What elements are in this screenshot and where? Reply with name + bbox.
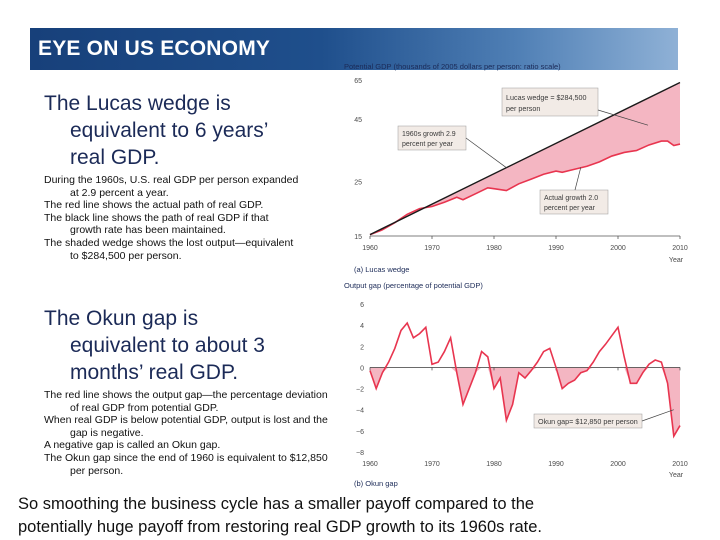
x-tick-label: 1990	[548, 461, 564, 468]
actual-growth-annotation-box	[539, 189, 609, 215]
x-tick-label: 1960	[362, 245, 378, 252]
heading-line: months’ real GDP.	[70, 361, 239, 384]
footer-line: potentially huge payoff from restoring r…	[18, 518, 543, 536]
x-tick-label: 1960	[362, 461, 378, 468]
x-tick-label: 1970	[424, 461, 440, 468]
x-tick-label: 2000	[610, 245, 626, 252]
x-tick-label: 1990	[548, 245, 564, 252]
potential-gdp-line	[369, 81, 681, 236]
heading-line: The Okun gap is	[44, 307, 199, 330]
title-banner: EYE ON US ECONOMY	[30, 28, 678, 70]
actual-gdp-line	[369, 140, 681, 236]
bullet-text: The red line shows the output gap—the pe…	[44, 389, 328, 414]
conclusion-text: So smoothing the business cycle has a sm…	[18, 493, 718, 539]
x-tick-label: 2000	[610, 461, 626, 468]
annotation-pointer	[574, 167, 582, 191]
x-axis-label: Year	[669, 472, 684, 479]
okun-gap-chart: Output gap (percentage of potential GDP)…	[344, 281, 688, 488]
bullet-text: A negative gap is called an Okun gap.	[44, 439, 221, 452]
annotation-text: percent per year	[402, 141, 454, 148]
y-tick-label: −6	[356, 429, 364, 436]
y-tick-label: −4	[356, 408, 364, 415]
y-tick-label: −2	[356, 387, 364, 394]
footer-line: So smoothing the business cycle has a sm…	[18, 495, 535, 513]
x-tick-label: 1980	[486, 461, 502, 468]
x-tick-label: 2010	[672, 245, 688, 252]
bullet-text: The shaded wedge shows the lost output—e…	[44, 236, 294, 262]
lucas-wedge-bullets: During the 1960s, U.S. real GDP per pers…	[44, 174, 302, 262]
annotation-text: Okun gap= $12,850 per person	[538, 417, 638, 426]
annotation-text: 1960s growth 2.9	[402, 131, 456, 138]
chart-caption: (a) Lucas wedge	[354, 265, 409, 274]
annotation-text: percent per year	[544, 205, 596, 212]
annotation-text: Lucas wedge = $284,500	[506, 93, 587, 102]
heading-line: equivalent to 6 years’	[70, 119, 269, 142]
y-tick-label: 45	[354, 117, 362, 124]
y-tick-label: 4	[360, 323, 364, 330]
output-gap-line	[369, 321, 681, 439]
y-tick-label: 65	[354, 78, 362, 85]
annotation-pointer	[641, 409, 674, 422]
y-tick-label: 2	[360, 344, 364, 351]
x-axis-label: Year	[669, 257, 684, 264]
bullet-text: During the 1960s, U.S. real GDP per pers…	[44, 174, 299, 199]
annotation-text: per person	[506, 104, 540, 113]
y-tick-label: 25	[354, 180, 362, 187]
y-tick-label: −8	[356, 450, 364, 457]
bullet-text: The Okun gap since the end of 1960 is eq…	[44, 451, 328, 477]
y-tick-label: 15	[354, 234, 362, 241]
okun-gap-bullets: The red line shows the output gap—the pe…	[44, 389, 330, 477]
y-tick-label: 6	[360, 302, 364, 309]
heading-line: equivalent to about 3	[70, 334, 265, 357]
chart-title: Potential GDP (thousands of 2005 dollars…	[344, 62, 561, 71]
bullet-text: The red line shows the actual path of re…	[44, 199, 264, 212]
lucas-wedge-annotation-box	[501, 87, 599, 117]
chart-caption: (b) Okun gap	[354, 479, 398, 488]
chart-title: Output gap (percentage of potential GDP)	[344, 281, 483, 290]
annotation-pointer	[465, 137, 507, 168]
y-tick-label: 0	[360, 365, 364, 372]
x-tick-label: 2010	[672, 461, 688, 468]
okun-gap-heading: The Okun gap is equivalent to about 3 mo…	[44, 305, 265, 386]
lucas-wedge-chart: Potential GDP (thousands of 2005 dollars…	[344, 62, 688, 274]
slide-title: EYE ON US ECONOMY	[38, 37, 271, 60]
bullet-text: The black line shows the path of real GD…	[44, 211, 269, 237]
lucas-wedge-heading: The Lucas wedge is equivalent to 6 years…	[44, 90, 268, 171]
heading-line: real GDP.	[70, 146, 160, 169]
annotation-pointer	[597, 109, 649, 126]
x-tick-label: 1980	[486, 245, 502, 252]
annotation-text: Actual growth 2.0	[544, 195, 598, 202]
heading-line: The Lucas wedge is	[44, 92, 231, 115]
bullet-text: When real GDP is below potential GDP, ou…	[44, 414, 328, 439]
x-tick-label: 1970	[424, 245, 440, 252]
potential-growth-annotation-box	[397, 125, 467, 151]
